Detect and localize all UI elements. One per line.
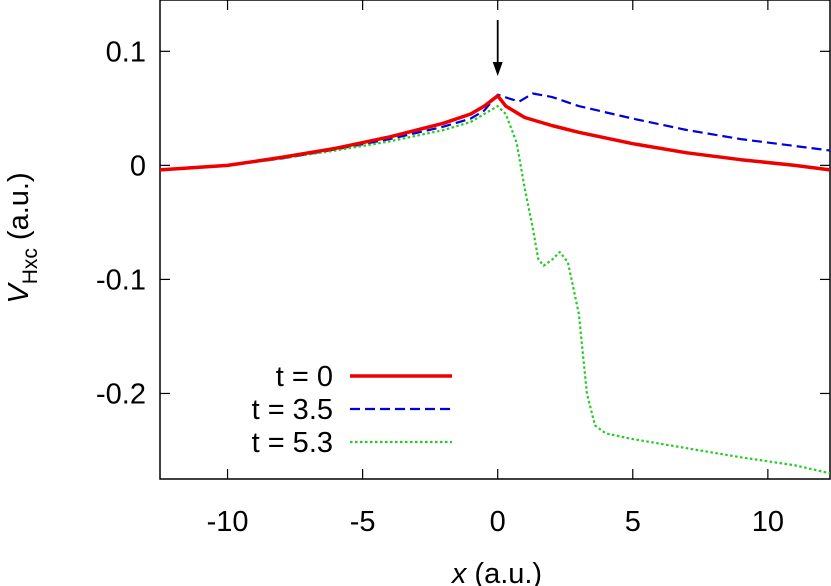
y-axis-label-subscript: Hxc [19,248,42,284]
legend-label: t = 0 [276,361,333,393]
y-axis-label: VHxc (a.u.) [3,172,42,303]
legend-label: t = 5.3 [252,427,333,459]
x-tick-label: 5 [625,506,641,538]
y-axis-label-units: (a.u.) [3,172,35,240]
x-tick-label: 0 [490,506,506,538]
x-tick-label: 10 [752,506,784,538]
y-axis-label-var: V [3,282,35,304]
plot-frame [159,0,831,480]
series-line-3 [160,104,830,475]
series-line-1 [160,94,830,172]
x-axis-label-units: (a.u.) [474,558,542,586]
y-tick-label: -0.1 [96,264,146,296]
x-tick-label: -5 [350,506,376,538]
x-axis-label: x (a.u.) [450,558,542,586]
series-group [160,92,830,475]
series-line-2 [160,92,830,171]
y-tick-label: 0.1 [106,36,146,68]
y-tick-label: 0 [130,150,146,182]
x-tick-label: -10 [207,506,249,538]
arrow-head [492,62,503,76]
x-axis-label-var: x [450,558,468,586]
annotations [492,20,503,76]
axis-ticks: -10 -5 0 5 10 0.1 0 -0.1 -0.2 [96,0,830,538]
legend: t = 0t = 3.5t = 5.3 [252,361,452,459]
y-tick-label: -0.2 [96,378,146,410]
legend-label: t = 3.5 [252,394,333,426]
